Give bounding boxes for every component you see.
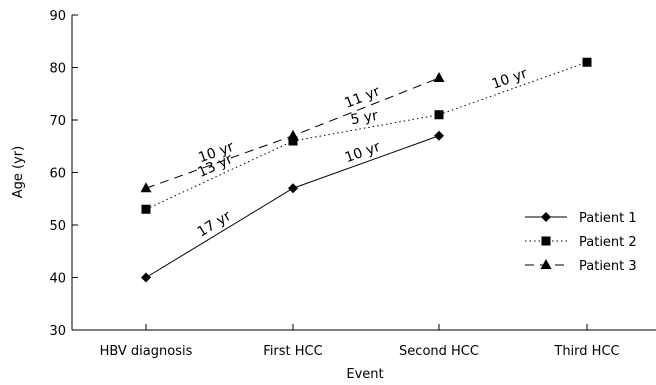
data-point-patient-2 [582, 57, 592, 67]
y-tick-label: 40 [49, 272, 66, 287]
data-point-patient-1 [434, 130, 444, 141]
y-tick-label: 80 [49, 62, 66, 77]
y-ticks: 30 40 50 60 70 80 90 [49, 9, 78, 339]
data-point-patient-3 [287, 129, 299, 140]
x-tick-label: First HCC [263, 344, 322, 359]
legend-label: Patient 2 [579, 235, 637, 250]
y-tick-label: 90 [49, 9, 66, 24]
y-tick-label: 60 [49, 167, 66, 182]
series-line-patient-2 [145, 61, 588, 210]
x-ticks: HBV diagnosis First HCC Second HCC Third HC… [100, 324, 620, 359]
legend: Patient 1 Patient 2 Patient 3 [525, 211, 637, 274]
x-tick-label: Second HCC [399, 344, 479, 359]
data-point-patient-2 [434, 110, 444, 120]
data-point-patient-2 [141, 204, 151, 214]
segment-duration-label: 11 yr [342, 83, 382, 111]
x-tick-label: Third HCC [553, 344, 619, 359]
data-point-patient-3 [433, 72, 445, 82]
y-tick-label: 30 [49, 324, 66, 339]
x-axis-title: Event [346, 367, 383, 382]
legend-label: Patient 1 [579, 211, 637, 226]
data-point-patient-3 [140, 182, 152, 193]
data-point-patient-2 [288, 136, 298, 146]
axes [71, 15, 656, 331]
segment-duration-label: 5 yr [349, 108, 379, 129]
y-tick-label: 70 [49, 114, 66, 129]
legend-marker-patient-3 [540, 259, 552, 269]
data-point-patient-1 [288, 183, 298, 194]
segment-duration-label: 10 yr [490, 65, 530, 92]
series-markers [140, 57, 592, 283]
data-point-patient-1 [141, 272, 151, 283]
legend-marker-patient-1 [541, 212, 551, 222]
y-tick-label: 50 [49, 219, 66, 234]
series-line-patient-1 [145, 135, 440, 278]
x-tick-label: HBV diagnosis [100, 344, 193, 359]
segment-duration-label: 10 yr [343, 139, 383, 166]
legend-marker-patient-2 [541, 236, 551, 246]
y-axis-title: Age (yr) [11, 146, 26, 198]
legend-label: Patient 3 [579, 259, 637, 274]
